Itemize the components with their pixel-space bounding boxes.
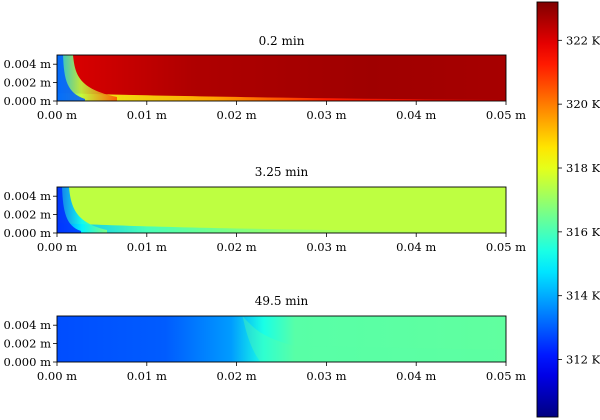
x-tick-label: 0.01 m: [127, 108, 167, 122]
y-tick-label: 0.002 m: [4, 76, 52, 90]
heatmap-cold-zone: [57, 187, 107, 233]
panel-title: 0.2 min: [259, 34, 305, 48]
x-tick-label: 0.01 m: [127, 240, 167, 254]
plot-frame: [56, 54, 507, 102]
heatmap-boundary-layer: [57, 223, 506, 233]
x-tick-label: 0.00 m: [37, 108, 77, 122]
panel-title: 49.5 min: [255, 294, 309, 308]
x-tick-label: 0.03 m: [306, 369, 346, 383]
x-tick-label: 0.05 m: [486, 240, 526, 254]
x-tick-label: 0.02 m: [217, 108, 257, 122]
x-tick-label: 0.04 m: [396, 240, 436, 254]
y-tick-label: 0.002 m: [4, 337, 52, 351]
colorbar-tick-label: 316 K: [566, 225, 600, 239]
colorbar-tick-label: 314 K: [566, 289, 600, 303]
colorbar-tick-label: 318 K: [566, 161, 600, 175]
y-tick-label: 0.004 m: [4, 189, 52, 203]
x-tick-label: 0.05 m: [486, 369, 526, 383]
colorbar-gradient: [536, 1, 559, 418]
colorbar-tick-label: 312 K: [566, 353, 600, 367]
y-tick-label: 0.004 m: [4, 318, 52, 332]
y-tick-label: 0.000 m: [4, 355, 52, 369]
panel-2: 49.5 min 0.00 m 0.01 m 0.02 m 0.03 m 0.04 m 0.…: [4, 294, 527, 383]
y-tick-label: 0.000 m: [4, 226, 52, 240]
panel-1: 3.25 min 0.00 m 0.01 m 0.02 m 0.03 m 0.04 m 0.…: [4, 165, 527, 254]
heatmap-cold-zone: [57, 55, 117, 101]
plot-frame: [56, 186, 507, 234]
panel-title: 3.25 min: [255, 165, 309, 179]
y-tick-label: 0.000 m: [4, 94, 52, 108]
heatmap-warm-region: [242, 316, 506, 362]
colorbar: 312 K 314 K 316 K 318 K 320 K 322 K: [536, 1, 600, 418]
colorbar-tick-label: 320 K: [566, 97, 600, 111]
colorbar-tick-label: 322 K: [566, 33, 600, 47]
x-tick-label: 0.03 m: [306, 240, 346, 254]
x-tick-label: 0.01 m: [127, 369, 167, 383]
plot-frame: [56, 315, 507, 363]
x-tick-label: 0.00 m: [37, 240, 77, 254]
x-tick-label: 0.04 m: [396, 369, 436, 383]
heatmap-front: [57, 316, 506, 362]
heatmap-cold-corner: [57, 187, 81, 233]
heatmap-cold-corner: [57, 55, 85, 101]
heatmap-boundary-layer: [57, 93, 506, 101]
x-tick-label: 0.02 m: [217, 369, 257, 383]
x-tick-label: 0.02 m: [217, 240, 257, 254]
x-tick-label: 0.04 m: [396, 108, 436, 122]
panel-0: 0.2 min 0.00 m 0.01 m 0.02 m 0.03 m 0.04 m 0.0…: [4, 34, 527, 122]
y-tick-label: 0.004 m: [4, 57, 52, 71]
x-tick-label: 0.00 m: [37, 369, 77, 383]
x-tick-label: 0.03 m: [306, 108, 346, 122]
y-tick-label: 0.002 m: [4, 208, 52, 222]
heatmap-bulk: [57, 55, 506, 101]
x-tick-label: 0.05 m: [486, 108, 526, 122]
heatmap-field: [57, 187, 506, 233]
